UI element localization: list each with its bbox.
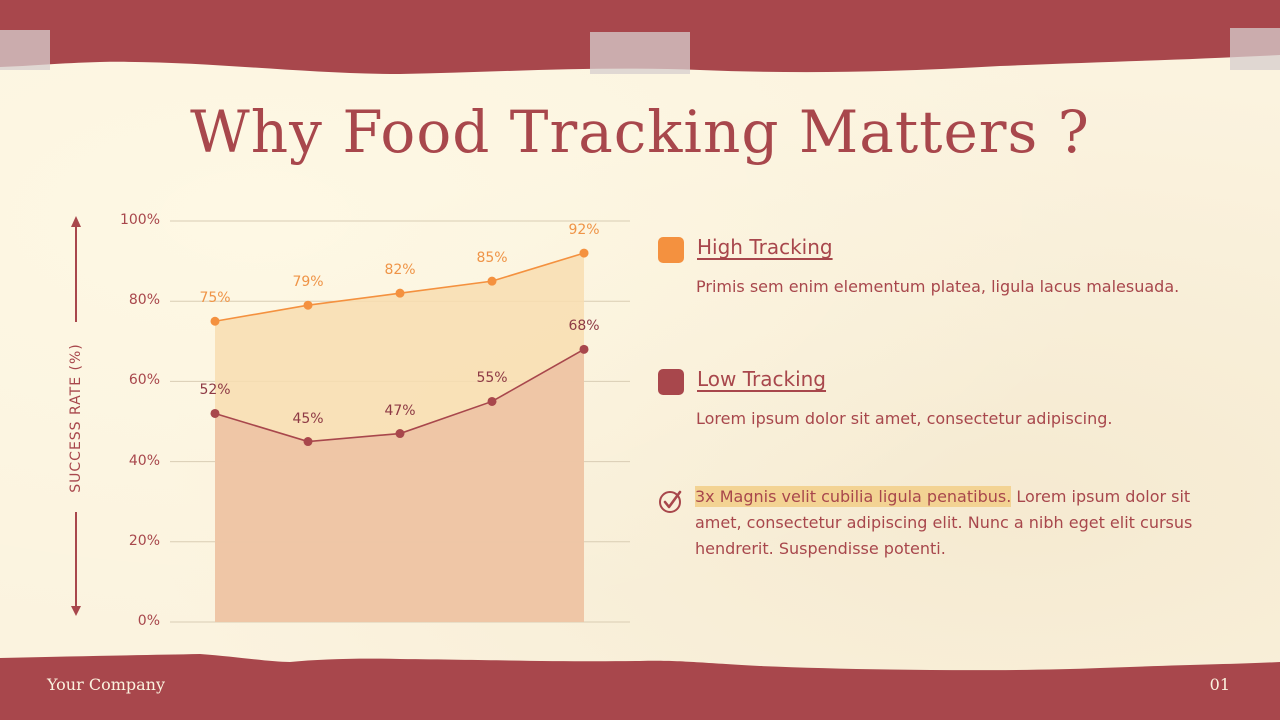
note-highlight: 3x Magnis velit cubilia ligula penatibus… bbox=[695, 486, 1012, 507]
y-tick-label: 40% bbox=[128, 452, 160, 469]
y-tick-label: 100% bbox=[119, 212, 160, 228]
legend-desc-high: Primis sem enim elementum platea, ligula… bbox=[696, 277, 1180, 296]
tape-right bbox=[1230, 28, 1280, 70]
legend-title-low: Low Tracking bbox=[697, 367, 827, 391]
y-axis-label: SUCCESS RATE (%) bbox=[68, 343, 84, 493]
data-label: 52% bbox=[199, 382, 231, 399]
footer-banner bbox=[0, 654, 1280, 720]
tape-left bbox=[0, 30, 50, 70]
y-tick-label: 80% bbox=[128, 292, 160, 309]
data-label: 92% bbox=[568, 222, 600, 239]
y-tick-label: 0% bbox=[137, 613, 160, 629]
note-text: 3x Magnis velit cubilia ligula penatibus… bbox=[695, 484, 1215, 562]
data-label: 75% bbox=[199, 290, 231, 307]
y-tick-label: 60% bbox=[128, 372, 160, 389]
data-label: 68% bbox=[568, 318, 600, 335]
tape-center bbox=[590, 32, 690, 74]
data-label: 82% bbox=[384, 262, 416, 279]
note-body: Lorem ipsum dolor sit amet, consectetur … bbox=[695, 487, 1193, 558]
footer-company: Your Company bbox=[47, 675, 166, 694]
legend-swatch-high bbox=[658, 237, 684, 263]
legend-swatch-low bbox=[658, 369, 684, 395]
y-tick-label: 20% bbox=[128, 532, 160, 549]
data-label: 85% bbox=[476, 250, 508, 267]
legend-title-high: High Tracking bbox=[697, 235, 833, 259]
slide-title: Why Food Tracking Matters ? bbox=[190, 98, 1090, 166]
page-number: 01 bbox=[1209, 675, 1230, 694]
legend-desc-low: Lorem ipsum dolor sit amet, consectetur … bbox=[696, 409, 1113, 428]
data-label: 79% bbox=[292, 274, 324, 291]
check-circle-icon bbox=[659, 490, 682, 513]
data-label: 55% bbox=[476, 370, 508, 387]
data-label: 45% bbox=[292, 410, 324, 427]
data-label: 47% bbox=[384, 402, 416, 419]
